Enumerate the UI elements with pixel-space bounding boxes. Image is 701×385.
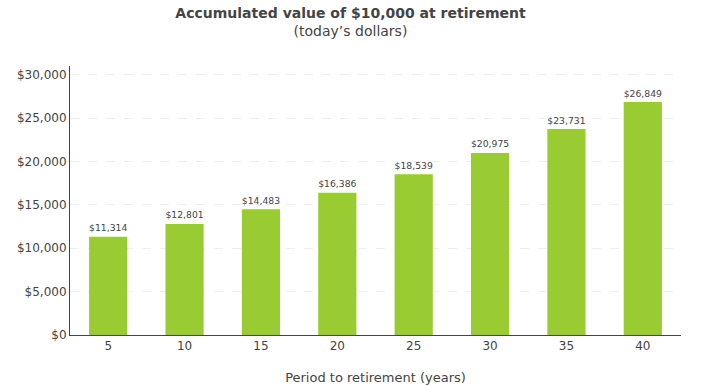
svg-text:40: 40 (635, 339, 650, 353)
svg-text:$5,000: $5,000 (25, 285, 67, 299)
svg-text:$11,314: $11,314 (89, 222, 127, 233)
svg-text:$18,539: $18,539 (395, 160, 433, 171)
svg-text:$23,731: $23,731 (547, 115, 585, 126)
svg-text:$26,849: $26,849 (624, 88, 662, 99)
svg-text:$10,000: $10,000 (17, 241, 67, 255)
svg-text:10: 10 (177, 339, 192, 353)
svg-text:$14,483: $14,483 (242, 195, 280, 206)
svg-text:15: 15 (253, 339, 268, 353)
svg-text:$15,000: $15,000 (17, 198, 67, 212)
svg-text:5: 5 (104, 339, 112, 353)
svg-text:$20,000: $20,000 (17, 155, 67, 169)
svg-text:Accumulated value of $10,000 a: Accumulated value of $10,000 at retireme… (175, 5, 526, 39)
svg-text:$25,000: $25,000 (17, 111, 67, 125)
svg-text:$16,386: $16,386 (318, 178, 356, 189)
svg-text:Period to retirement (years): Period to retirement (years) (285, 370, 466, 385)
svg-text:$20,975: $20,975 (471, 138, 509, 149)
svg-text:30: 30 (482, 339, 497, 353)
svg-text:25: 25 (406, 339, 421, 353)
svg-text:$12,801: $12,801 (166, 209, 204, 220)
svg-text:20: 20 (330, 339, 345, 353)
svg-text:$30,000: $30,000 (17, 68, 67, 82)
svg-text:35: 35 (559, 339, 574, 353)
svg-text:$0: $0 (51, 328, 66, 342)
